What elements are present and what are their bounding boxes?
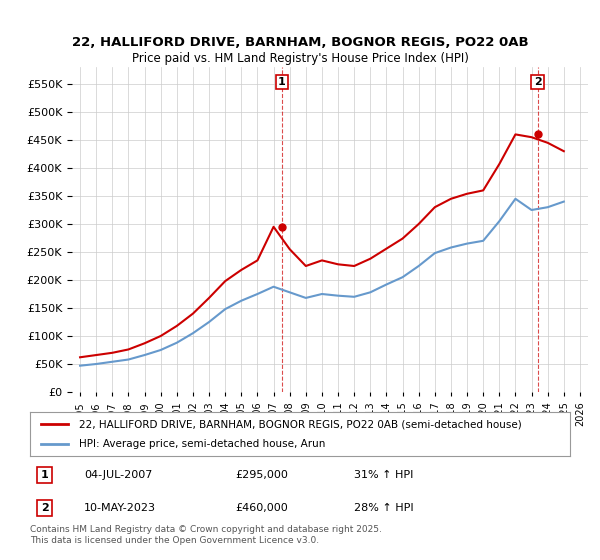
Text: £295,000: £295,000	[235, 470, 288, 480]
Text: 04-JUL-2007: 04-JUL-2007	[84, 470, 152, 480]
Text: 1: 1	[41, 470, 49, 480]
Text: 28% ↑ HPI: 28% ↑ HPI	[354, 503, 413, 513]
Text: 31% ↑ HPI: 31% ↑ HPI	[354, 470, 413, 480]
Text: 2: 2	[41, 503, 49, 513]
Text: HPI: Average price, semi-detached house, Arun: HPI: Average price, semi-detached house,…	[79, 439, 325, 449]
Text: 10-MAY-2023: 10-MAY-2023	[84, 503, 156, 513]
Text: 22, HALLIFORD DRIVE, BARNHAM, BOGNOR REGIS, PO22 0AB (semi-detached house): 22, HALLIFORD DRIVE, BARNHAM, BOGNOR REG…	[79, 419, 521, 429]
Text: Contains HM Land Registry data © Crown copyright and database right 2025.
This d: Contains HM Land Registry data © Crown c…	[30, 525, 382, 545]
Text: £460,000: £460,000	[235, 503, 288, 513]
Text: 2: 2	[533, 77, 541, 87]
Text: 1: 1	[278, 77, 286, 87]
Text: Price paid vs. HM Land Registry's House Price Index (HPI): Price paid vs. HM Land Registry's House …	[131, 52, 469, 64]
Text: 22, HALLIFORD DRIVE, BARNHAM, BOGNOR REGIS, PO22 0AB: 22, HALLIFORD DRIVE, BARNHAM, BOGNOR REG…	[71, 36, 529, 49]
